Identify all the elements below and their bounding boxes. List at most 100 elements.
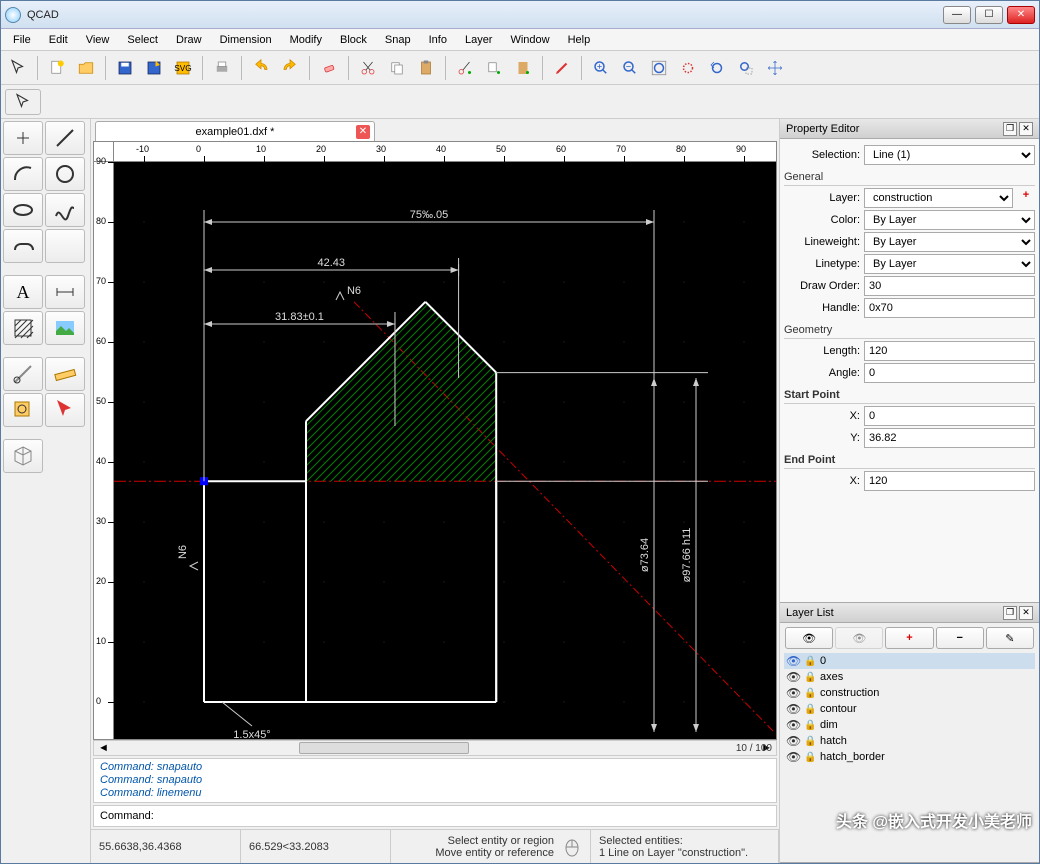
layer-hideall-button[interactable]: 👁 — [835, 627, 883, 649]
copy-ref-icon[interactable] — [481, 55, 507, 81]
print-icon[interactable] — [209, 55, 235, 81]
layer-select[interactable]: construction — [864, 188, 1013, 208]
menu-window[interactable]: Window — [502, 32, 557, 48]
layer-item[interactable]: 👁🔒dim — [784, 717, 1035, 733]
redo-icon[interactable] — [277, 55, 303, 81]
block-tool[interactable] — [3, 393, 43, 427]
ellipse-tool[interactable] — [3, 193, 43, 227]
layer-item[interactable]: 👁🔒hatch_border — [784, 749, 1035, 765]
svg-text:SVG: SVG — [174, 64, 191, 73]
select-tool[interactable] — [45, 393, 85, 427]
zoom-in-icon[interactable] — [588, 55, 614, 81]
pointer-mode-button[interactable] — [5, 89, 41, 115]
selection-select[interactable]: Line (1) — [864, 145, 1035, 165]
panel-close-icon[interactable]: ✕ — [1019, 122, 1033, 136]
measure-tool[interactable] — [3, 357, 43, 391]
menu-edit[interactable]: Edit — [41, 32, 76, 48]
spline-tool[interactable] — [45, 193, 85, 227]
zoom-sel-icon[interactable] — [675, 55, 701, 81]
command-input[interactable] — [158, 810, 770, 822]
add-layer-icon[interactable]: + — [1017, 189, 1035, 207]
image-tool[interactable] — [45, 311, 85, 345]
layer-remove-button[interactable]: − — [936, 627, 984, 649]
layer-item[interactable]: 👁🔒contour — [784, 701, 1035, 717]
ruler-tool[interactable] — [45, 357, 85, 391]
erase-icon[interactable] — [316, 55, 342, 81]
layer-item[interactable]: 👁🔒hatch — [784, 733, 1035, 749]
zoom-extents-icon[interactable] — [646, 55, 672, 81]
minimize-button[interactable]: — — [943, 6, 971, 24]
menu-select[interactable]: Select — [119, 32, 166, 48]
menu-file[interactable]: File — [5, 32, 39, 48]
pointer-icon[interactable] — [5, 55, 31, 81]
status-sel1: Selected entities: — [599, 835, 770, 847]
menu-draw[interactable]: Draw — [168, 32, 210, 48]
dimension-tool[interactable] — [45, 275, 85, 309]
maximize-button[interactable]: ☐ — [975, 6, 1003, 24]
export-svg-icon[interactable]: SVG — [170, 55, 196, 81]
menu-layer[interactable]: Layer — [457, 32, 501, 48]
line-tool[interactable] — [45, 121, 85, 155]
angle-input[interactable] — [864, 363, 1035, 383]
lineweight-label: Lineweight: — [784, 236, 860, 248]
copy-icon[interactable] — [384, 55, 410, 81]
hatch-tool[interactable] — [3, 311, 43, 345]
status-sel2: 1 Line on Layer "construction". — [599, 847, 770, 859]
menu-dimension[interactable]: Dimension — [212, 32, 280, 48]
horizontal-scrollbar[interactable]: ◄► 10 / 100 — [93, 740, 777, 756]
sy-input[interactable] — [864, 428, 1035, 448]
ex-input[interactable] — [864, 471, 1035, 491]
document-tab[interactable]: example01.dxf * ✕ — [95, 121, 375, 141]
new-file-icon[interactable] — [44, 55, 70, 81]
pen-icon[interactable] — [549, 55, 575, 81]
pan-icon[interactable] — [762, 55, 788, 81]
color-label: Color: — [784, 214, 860, 226]
menu-help[interactable]: Help — [560, 32, 599, 48]
linetype-select[interactable]: By Layer — [864, 254, 1035, 274]
drawing-canvas[interactable]: -100102030405060708090100 01020304050607… — [93, 141, 777, 740]
paste-icon[interactable] — [413, 55, 439, 81]
lineweight-select[interactable]: By Layer — [864, 232, 1035, 252]
cut-ref-icon[interactable] — [452, 55, 478, 81]
arc-tool[interactable] — [3, 157, 43, 191]
zoom-out-icon[interactable] — [617, 55, 643, 81]
point-tool[interactable] — [3, 121, 43, 155]
menu-snap[interactable]: Snap — [377, 32, 419, 48]
menu-info[interactable]: Info — [421, 32, 455, 48]
close-button[interactable]: ✕ — [1007, 6, 1035, 24]
layer-undock-icon[interactable]: ❐ — [1003, 606, 1017, 620]
handle-input[interactable] — [864, 298, 1035, 318]
save-as-icon[interactable] — [141, 55, 167, 81]
3d-tool[interactable] — [3, 439, 43, 473]
open-file-icon[interactable] — [73, 55, 99, 81]
layer-add-button[interactable]: + — [885, 627, 933, 649]
tab-close-icon[interactable]: ✕ — [356, 125, 370, 139]
zoom-prev-icon[interactable] — [704, 55, 730, 81]
length-input[interactable] — [864, 341, 1035, 361]
color-select[interactable]: By Layer — [864, 210, 1035, 230]
layer-showall-button[interactable]: 👁 — [785, 627, 833, 649]
text-tool[interactable]: A — [3, 275, 43, 309]
cut-icon[interactable] — [355, 55, 381, 81]
layer-item[interactable]: 👁🔒axes — [784, 669, 1035, 685]
layer-edit-button[interactable]: ✎ — [986, 627, 1034, 649]
polyline-tool[interactable] — [3, 229, 43, 263]
group-end: End Point — [784, 454, 1035, 469]
menu-modify[interactable]: Modify — [282, 32, 330, 48]
save-icon[interactable] — [112, 55, 138, 81]
draworder-input[interactable] — [864, 276, 1035, 296]
layer-close-icon[interactable]: ✕ — [1019, 606, 1033, 620]
circle-tool[interactable] — [45, 157, 85, 191]
sx-input[interactable] — [864, 406, 1035, 426]
paste-ref-icon[interactable] — [510, 55, 536, 81]
layer-item[interactable]: 👁🔒construction — [784, 685, 1035, 701]
status-coord1: 55.6638,36.4368 — [99, 841, 232, 853]
zoom-window-icon[interactable] — [733, 55, 759, 81]
menu-view[interactable]: View — [78, 32, 118, 48]
menu-block[interactable]: Block — [332, 32, 375, 48]
layer-item[interactable]: 👁🔒0 — [784, 653, 1035, 669]
undo-icon[interactable] — [248, 55, 274, 81]
svg-text:ø97.66 h11: ø97.66 h11 — [681, 528, 693, 583]
panel-undock-icon[interactable]: ❐ — [1003, 122, 1017, 136]
menubar: FileEditViewSelectDrawDimensionModifyBlo… — [1, 29, 1039, 51]
